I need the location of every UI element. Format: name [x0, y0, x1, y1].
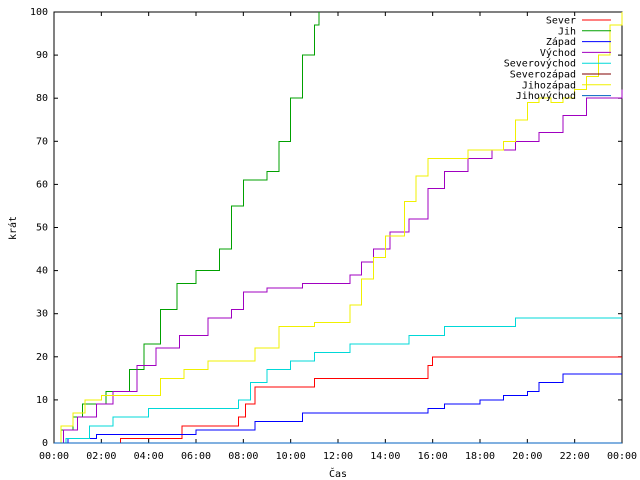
- y-axis-label: krát: [7, 216, 19, 240]
- x-tick-label: 04:00: [134, 451, 164, 462]
- y-tick-label: 90: [36, 50, 48, 61]
- series-line-4: [54, 89, 623, 444]
- plot-area: [53, 11, 623, 444]
- y-tick-label: 50: [36, 223, 48, 234]
- legend-label: Západ: [546, 36, 576, 48]
- legend-label: Sever: [546, 16, 576, 27]
- y-tick-label: 60: [36, 179, 48, 190]
- x-tick-label: 02:00: [86, 451, 116, 462]
- legend-label: Jihozápad: [522, 79, 576, 91]
- x-tick-label: 12:00: [323, 451, 353, 462]
- legend-label: Jih: [558, 26, 576, 37]
- x-tick-label: 10:00: [276, 451, 306, 462]
- x-tick-label: 22:00: [560, 451, 590, 462]
- x-tick-label: 18:00: [465, 451, 495, 462]
- y-axis: 0 10 20 30 40 50 60 70 80 90 100: [30, 7, 622, 449]
- legend-label: Severovýchod: [504, 58, 576, 70]
- y-tick-label: 80: [36, 93, 48, 104]
- legend: SeverJihZápadVýchodSeverovýchodSeverozáp…: [504, 16, 611, 102]
- y-tick-label: 0: [42, 438, 48, 449]
- y-tick-label: 100: [30, 7, 48, 18]
- legend-label: Východ: [540, 47, 576, 59]
- legend-label: Severozápad: [510, 69, 576, 81]
- series-line-2: [54, 12, 320, 444]
- x-tick-label: 06:00: [181, 451, 211, 462]
- x-tick-label: 00:00: [607, 451, 637, 462]
- x-tick-label: 08:00: [228, 451, 258, 462]
- x-tick-label: 14:00: [370, 451, 400, 462]
- y-tick-label: 30: [36, 309, 48, 320]
- y-tick-label: 20: [36, 352, 48, 363]
- y-tick-label: 70: [36, 136, 48, 147]
- series-lines: [54, 12, 623, 444]
- series-line-3: [54, 373, 622, 444]
- x-tick-label: 00:00: [39, 451, 69, 462]
- x-axis: 00:00 02:00 04:00 06:00 08:00 10:00 12:00 14:00…: [39, 12, 637, 462]
- y-tick-label: 40: [36, 266, 48, 277]
- series-line-5: [54, 317, 622, 444]
- x-tick-label: 16:00: [418, 451, 448, 462]
- series-line-7: [54, 12, 623, 444]
- legend-label: Jihovýchod: [516, 90, 576, 102]
- series-line-1: [54, 356, 622, 444]
- x-tick-label: 20:00: [512, 451, 542, 462]
- y-tick-label: 10: [36, 395, 48, 406]
- x-axis-label: Čas: [329, 467, 347, 480]
